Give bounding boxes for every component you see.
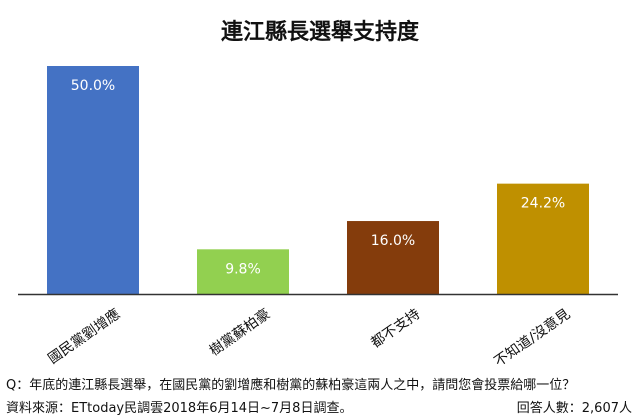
bar-1: [47, 66, 139, 294]
category-label: 國民黨劉增應: [45, 305, 124, 367]
data-source: 資料來源：ETtoday民調雲2018年6月14日~7月8日調查。: [6, 401, 353, 416]
category-label: 都不支持: [368, 306, 423, 351]
respondent-count: 回答人數：2,607人: [516, 401, 632, 416]
bar-value-label: 24.2%: [521, 196, 565, 212]
bar-3: [347, 221, 439, 294]
chart-title: 連江縣長選舉支持度: [220, 20, 419, 45]
category-label: 不知道/沒意見: [491, 305, 573, 370]
category-label: 樹黨蘇柏豪: [207, 306, 274, 359]
bar-value-label: 16.0%: [371, 233, 415, 249]
bar-value-label: 50.0%: [71, 78, 115, 94]
survey-question: Q：年底的連江縣長選舉，在國民黨的劉增應和樹黨的蘇柏豪這兩人之中，請問您會投票給…: [6, 378, 576, 393]
bar-4: [497, 183, 589, 294]
bar-value-label: 9.8%: [225, 261, 261, 277]
bar-2: [197, 249, 289, 294]
bar-chart: 50.0% 國民黨劉增應 9.8% 樹黨蘇柏豪 16.0% 都不支持 24.2% 不知道/沒意…: [18, 66, 618, 370]
